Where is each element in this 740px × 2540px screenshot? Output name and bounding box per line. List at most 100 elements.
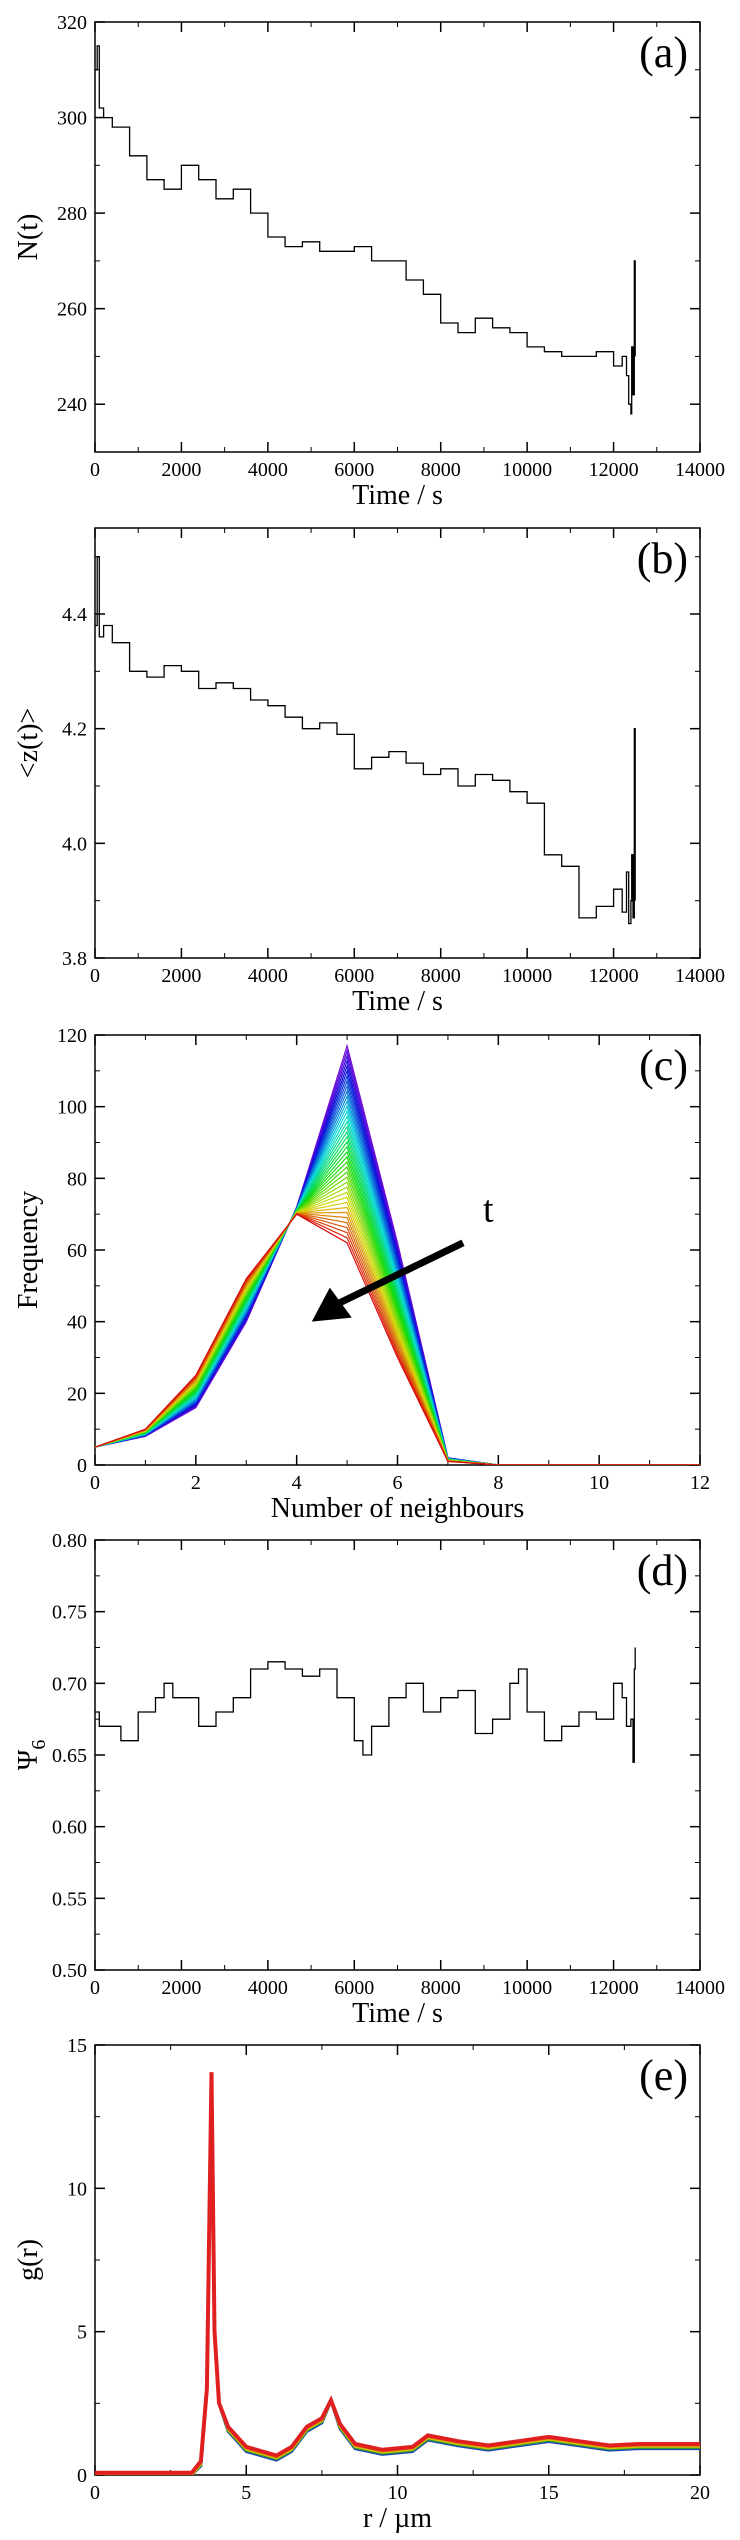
x-tick-label: 10000	[502, 459, 552, 481]
y-tick-label: 0.80	[52, 1530, 87, 1552]
x-tick-label: 10000	[502, 1977, 552, 1999]
y-tick-label: 4.4	[62, 604, 87, 626]
panel-a: 0 2000 4000 6000 8000 10000 12000 14000 240 260 28…	[13, 12, 725, 511]
series-line	[95, 45, 636, 415]
series-line-2	[95, 1053, 700, 1465]
y-tick-label: 0.70	[52, 1673, 87, 1695]
x-tick-label: 0	[90, 2482, 100, 2504]
y-tick-label: 10	[67, 2178, 87, 2200]
y-tick-label: 0.60	[52, 1817, 87, 1839]
y-axis-label-main: g(r)	[13, 2239, 44, 2281]
y-axis-label: N(t)	[13, 214, 44, 261]
y-axis-label: Frequency	[13, 1191, 44, 1309]
series-line-23	[95, 1160, 700, 1465]
series-line-5	[95, 1069, 700, 1465]
series-line-34	[95, 1212, 700, 1465]
series-line-6	[95, 1074, 700, 1465]
series-line-3	[95, 1058, 700, 1465]
series-line-30	[95, 1196, 700, 1465]
x-tick-label: 2	[191, 1472, 201, 1494]
plot-frame	[94, 527, 701, 959]
x-tick-label: 6000	[334, 1977, 374, 1999]
panel-e: 0 5 10 15 20 0 5 10 15 r / µm g(r) (e)	[13, 2035, 710, 2534]
y-tick-label: 280	[57, 203, 87, 225]
series-line-28	[95, 1186, 700, 1465]
y-tick-label: 0	[77, 1455, 87, 1477]
x-tick-label: 10	[589, 1472, 609, 1494]
plot-frame	[94, 21, 701, 453]
series-line-21	[95, 1150, 700, 1465]
y-axis-label-main: Frequency	[13, 1191, 44, 1309]
x-axis-label: Time / s	[352, 986, 443, 1017]
y-tick-label: 0.55	[52, 1888, 87, 1910]
x-tick-label: 0	[90, 965, 100, 987]
plot-frame	[94, 2044, 701, 2476]
series-line-15	[95, 1120, 700, 1465]
x-tick-label: 12000	[589, 965, 639, 987]
series-line-gr-2	[95, 2073, 700, 2475]
plot-frame	[94, 1539, 701, 1971]
series-line-8	[95, 1084, 700, 1465]
panel-label: (d)	[637, 1546, 688, 1595]
x-axis-label: Time / s	[352, 1998, 443, 2029]
series-line-gr-0	[95, 2075, 700, 2475]
x-tick-label: 14000	[675, 965, 725, 987]
y-tick-label: 80	[67, 1168, 87, 1190]
y-tick-label: 320	[57, 12, 87, 34]
series-line-29	[95, 1191, 700, 1465]
y-tick-label: 40	[67, 1312, 87, 1334]
y-axis-label: g(r)	[13, 2239, 44, 2281]
time-arrow-label: t	[483, 1188, 494, 1230]
series-line-9	[95, 1089, 700, 1465]
x-tick-label: 12	[690, 1472, 710, 1494]
x-tick-label: 8000	[421, 459, 461, 481]
x-tick-label: 10	[388, 2482, 408, 2504]
y-tick-label: 15	[67, 2035, 87, 2057]
x-tick-label: 12000	[589, 459, 639, 481]
series-line-19	[95, 1140, 700, 1465]
series-line-17	[95, 1130, 700, 1465]
y-tick-label: 4.2	[62, 719, 87, 741]
series-line-gr-4	[95, 2072, 700, 2475]
y-tick-label: 240	[57, 394, 87, 416]
x-tick-label: 12000	[589, 1977, 639, 1999]
series-line-22	[95, 1155, 700, 1465]
x-tick-label: 0	[90, 1977, 100, 1999]
y-axis-label: <z(t)>	[13, 708, 44, 778]
panel-b: 0 2000 4000 6000 8000 10000 12000 14000 3.8 4.0 4.…	[13, 527, 725, 1017]
x-tick-label: 8000	[421, 965, 461, 987]
series-line-16	[95, 1125, 700, 1465]
y-axis-label-main: N(t)	[13, 214, 44, 261]
x-tick-label: 14000	[675, 1977, 725, 1999]
y-tick-label: 3.8	[62, 948, 87, 970]
x-tick-label: 0	[90, 1472, 100, 1494]
y-tick-label: 0.75	[52, 1602, 87, 1624]
x-axis-label: r / µm	[363, 2503, 432, 2534]
x-tick-label: 2000	[161, 965, 201, 987]
series-line-18	[95, 1135, 700, 1465]
x-tick-label: 2000	[161, 459, 201, 481]
series-line-14	[95, 1114, 700, 1465]
y-tick-label: 5	[77, 2322, 87, 2344]
series-line-gr-3	[95, 2072, 700, 2475]
series-line-7	[95, 1079, 700, 1465]
y-tick-label: 120	[57, 1025, 87, 1047]
x-tick-label: 0	[90, 459, 100, 481]
x-tick-label: 20	[690, 2482, 710, 2504]
x-tick-label: 4000	[248, 1977, 288, 1999]
panel-label: (e)	[639, 2051, 688, 2100]
panel-label: (b)	[637, 534, 688, 583]
series-line-gr-1	[95, 2074, 700, 2475]
x-tick-label: 2000	[161, 1977, 201, 1999]
y-tick-label: 0	[77, 2465, 87, 2487]
y-tick-label: 0.50	[52, 1960, 87, 1982]
x-tick-label: 5	[241, 2482, 251, 2504]
x-tick-label: 15	[539, 2482, 559, 2504]
series-line-13	[95, 1109, 700, 1465]
x-tick-label: 6	[393, 1472, 403, 1494]
panel-d: 0 2000 4000 6000 8000 10000 12000 14000 0.50 0.55…	[13, 1530, 725, 2029]
series-line-26	[95, 1176, 700, 1465]
x-tick-label: 14000	[675, 459, 725, 481]
